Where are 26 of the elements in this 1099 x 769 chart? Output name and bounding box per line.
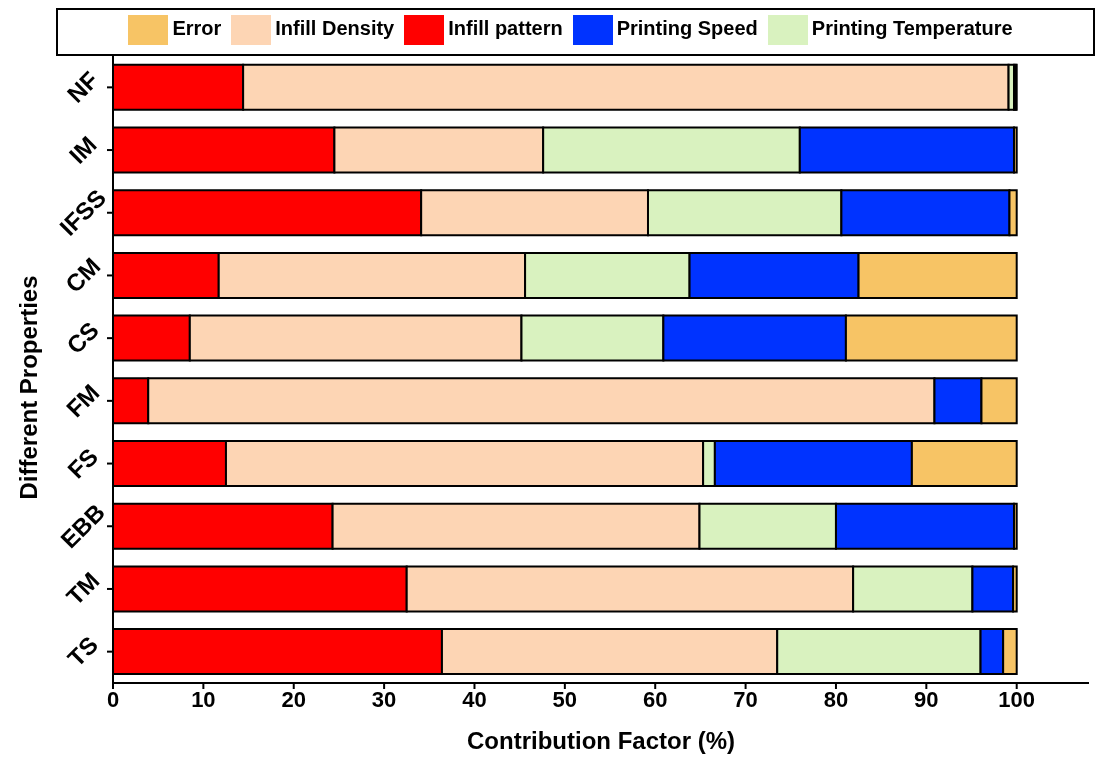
legend-label: Infill pattern [448, 17, 563, 40]
x-tick-label: 30 [371, 686, 397, 712]
x-tick-label: 40 [462, 686, 487, 712]
y-tick-label: CM [59, 252, 106, 298]
x-tick-label: 90 [914, 686, 939, 712]
y-tick-label: CS [61, 316, 104, 360]
x-tick-label: 100 [998, 686, 1036, 712]
legend-label: Printing Speed [616, 17, 758, 40]
y-axis-title: Different Properties [14, 275, 42, 500]
legend-label: Infill Density [275, 17, 395, 40]
x-tick-label: 70 [733, 686, 758, 712]
y-tick-label: FM [60, 378, 105, 423]
x-tick-label: 0 [106, 686, 120, 712]
x-tick-label: 60 [642, 686, 668, 712]
y-tick-label: FS [62, 442, 104, 484]
y-tick-label: NF [61, 66, 104, 108]
y-tick-label: TM [60, 566, 105, 611]
x-axis-title: Contribution Factor (%) [467, 727, 735, 754]
x-tick-label: 80 [823, 686, 849, 712]
y-tick-label: TS [62, 630, 104, 672]
x-tick-label: 10 [191, 686, 216, 712]
x-tick-label: 50 [552, 686, 578, 712]
legend-label: Printing Temperature [811, 17, 1013, 40]
x-tick-label: 20 [281, 686, 306, 712]
legend-label: Error [172, 17, 222, 40]
y-tick-label: IM [63, 130, 102, 169]
